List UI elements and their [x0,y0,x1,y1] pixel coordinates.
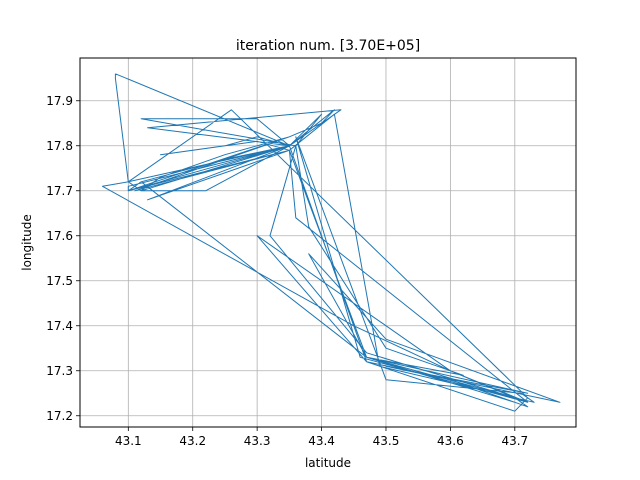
y-tick-label: 17.3 [46,364,73,378]
y-tick-label: 17.2 [46,409,73,423]
chart-title: iteration num. [3.70E+05] [236,38,420,54]
grid-lines [80,58,576,427]
y-tick-label: 17.5 [46,274,73,288]
x-tick-label: 43.2 [179,434,206,448]
x-tick-label: 43.3 [244,434,271,448]
y-tick-label: 17.9 [46,94,73,108]
x-tick-label: 43.7 [501,434,528,448]
x-axis-label: latitude [305,456,351,470]
axis-ticks: 43.1 43.2 43.3 43.4 43.5 43.6 43.7 17.2 17.3 17.4… [46,94,528,448]
x-tick-label: 43.4 [308,434,335,448]
series-layer [102,73,561,412]
y-tick-label: 17.8 [46,139,73,153]
y-tick-label: 17.4 [46,319,73,333]
y-axis-label: longitude [20,214,34,271]
route-line [102,73,561,412]
x-tick-label: 43.6 [437,434,464,448]
x-tick-label: 43.5 [373,434,400,448]
y-tick-label: 17.6 [46,229,73,243]
plot-frame [79,57,577,428]
y-tick-label: 17.7 [46,184,73,198]
x-tick-label: 43.1 [115,434,142,448]
